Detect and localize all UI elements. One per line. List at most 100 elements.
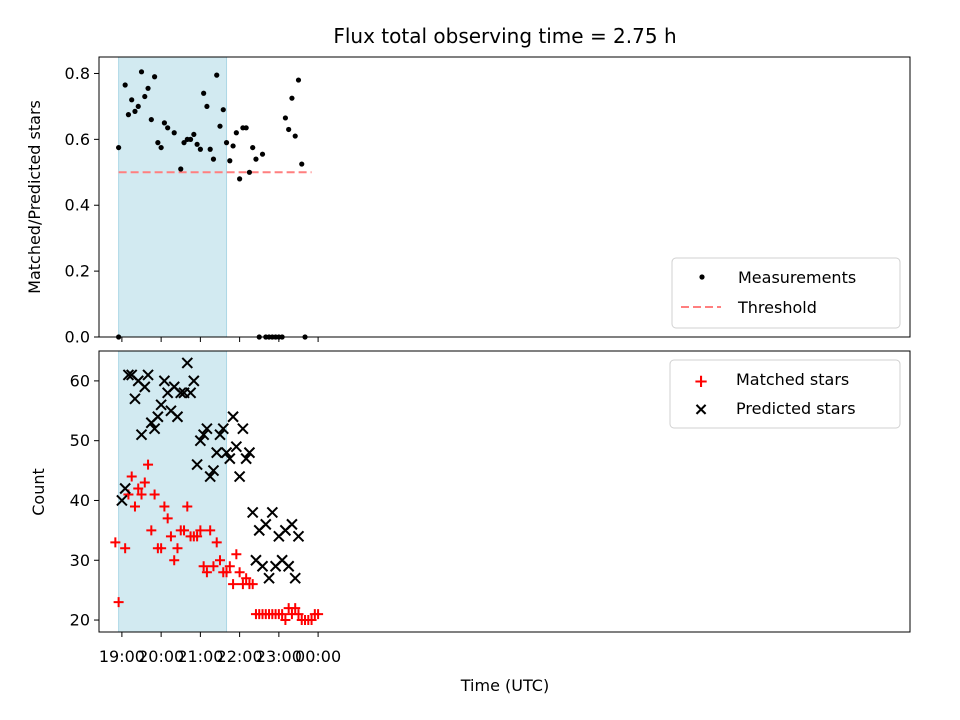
predicted-point xyxy=(227,411,239,423)
bottom-panel: 20 30 40 50 60 19:0020:0021:0022:0023:0000:00… xyxy=(29,350,911,666)
predicted-point xyxy=(119,482,131,495)
predicted-point xyxy=(175,387,187,399)
predicted-point xyxy=(214,428,226,441)
measurement-point xyxy=(129,97,135,103)
measurement-point xyxy=(210,156,217,162)
measurement-point xyxy=(161,120,168,126)
measurement-point xyxy=(289,95,295,101)
predicted-point xyxy=(197,428,210,441)
predicted-point xyxy=(286,518,298,531)
measurement-point xyxy=(253,156,259,162)
predicted-point xyxy=(211,446,223,459)
top-ytick-label: 0.6 xyxy=(65,130,90,149)
measurement-point xyxy=(191,131,197,138)
predicted-point xyxy=(188,375,200,387)
matched-point xyxy=(126,471,137,482)
measurement-point xyxy=(207,146,213,152)
predicted-point xyxy=(129,393,141,405)
measurement-point xyxy=(220,107,226,113)
matched-point xyxy=(241,573,252,584)
matched-point xyxy=(110,537,121,548)
bottom-ytick-label: 60 xyxy=(70,371,90,390)
measurement-point xyxy=(122,82,128,88)
top-observing-window xyxy=(118,56,228,338)
matched-point xyxy=(277,609,288,620)
measurement-point xyxy=(135,103,141,110)
matched-point xyxy=(192,531,203,542)
matched-point xyxy=(211,537,222,548)
bottom-observing-window xyxy=(118,350,228,633)
measurement-point xyxy=(295,77,302,83)
matched-point xyxy=(149,489,160,500)
top-ytick-label: 0.4 xyxy=(65,196,90,215)
predicted-point xyxy=(122,369,135,381)
bottom-ytick-label: 20 xyxy=(70,611,90,630)
xtick-label: 21:00 xyxy=(177,647,223,666)
measurement-point xyxy=(171,130,177,136)
predicted-point xyxy=(181,357,194,369)
measurement-point xyxy=(201,90,207,96)
top-ytick-label: 0.8 xyxy=(65,64,90,83)
matched-point xyxy=(139,477,150,488)
predicted-point xyxy=(292,530,305,543)
matched-point xyxy=(162,513,173,524)
measurement-point xyxy=(145,85,151,91)
matched-point xyxy=(198,561,209,572)
measurement-point xyxy=(187,136,194,142)
measurement-point xyxy=(227,158,233,164)
measurement-point xyxy=(142,93,148,100)
measurement-point xyxy=(151,74,158,80)
x-axis-label: Time (UTC) xyxy=(460,676,549,695)
predicted-point xyxy=(184,387,197,399)
matched-point xyxy=(201,567,212,578)
top-ytick-label: 0.0 xyxy=(65,328,90,347)
predicted-point xyxy=(116,494,128,507)
matched-point xyxy=(293,609,304,620)
legend-matched-marker: + xyxy=(693,371,708,392)
predicted-point xyxy=(148,423,161,435)
predicted-point xyxy=(158,375,171,387)
chart-title: Flux total observing time = 2.75 h xyxy=(333,24,676,48)
predicted-point xyxy=(240,452,252,465)
predicted-point xyxy=(135,428,148,441)
top-ytick-label: 0.2 xyxy=(65,262,90,281)
matched-point xyxy=(280,615,291,626)
matched-point xyxy=(156,543,167,554)
measurement-point xyxy=(230,143,236,149)
bottom-legend: + Matched stars × Predicted stars xyxy=(669,359,901,429)
matched-point xyxy=(159,501,170,512)
measurement-point xyxy=(165,125,171,131)
legend-predicted: Predicted stars xyxy=(736,399,856,418)
predicted-point xyxy=(139,381,151,393)
matched-point xyxy=(247,579,258,590)
measurement-point xyxy=(132,108,138,114)
measurement-point xyxy=(138,69,145,75)
legend-predicted-marker: × xyxy=(693,399,708,420)
measurement-point xyxy=(292,133,298,139)
xtick-label: 22:00 xyxy=(217,647,263,666)
matched-point xyxy=(221,567,232,578)
matched-point xyxy=(182,501,193,512)
matched-point xyxy=(165,531,176,542)
bottom-panel-frame xyxy=(98,350,911,633)
measurement-point xyxy=(116,144,122,151)
measurement-point xyxy=(237,176,243,182)
legend-threshold: Threshold xyxy=(737,298,817,317)
matched-point xyxy=(169,555,180,566)
top-legend: Measurements Threshold xyxy=(671,257,901,329)
matched-point xyxy=(290,603,301,614)
matched-point xyxy=(208,561,219,572)
matched-point xyxy=(205,525,216,536)
xtick-label: 20:00 xyxy=(138,647,184,666)
matched-point xyxy=(143,459,154,470)
matched-point xyxy=(228,579,239,590)
measurement-point xyxy=(233,130,239,136)
predicted-point xyxy=(282,560,295,572)
xtick-label: 23:00 xyxy=(256,647,302,666)
measurement-point xyxy=(214,72,220,78)
predicted-point xyxy=(171,411,184,423)
measurement-point xyxy=(181,140,187,146)
predicted-point xyxy=(201,423,213,435)
predicted-point xyxy=(233,470,246,483)
